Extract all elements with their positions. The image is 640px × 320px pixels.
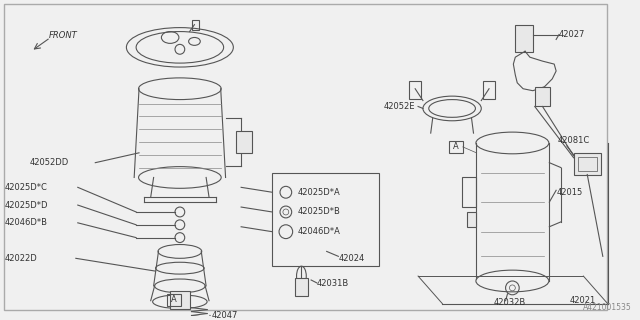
Text: 42046D*B: 42046D*B: [5, 218, 48, 227]
Bar: [449, 141, 463, 153]
Ellipse shape: [155, 279, 205, 293]
Text: 42081C: 42081C: [558, 135, 590, 145]
Text: 42024: 42024: [339, 254, 365, 263]
Text: A: A: [453, 142, 459, 151]
Text: 42025D*C: 42025D*C: [5, 183, 48, 192]
Bar: [410, 81, 421, 99]
Text: 42025D*D: 42025D*D: [5, 201, 49, 210]
Bar: [577, 157, 597, 171]
Bar: [573, 153, 601, 174]
Bar: [236, 131, 252, 153]
Bar: [167, 294, 181, 306]
Text: 42046D*A: 42046D*A: [298, 227, 340, 236]
Bar: [535, 87, 550, 107]
Text: A: A: [171, 295, 177, 304]
Bar: [483, 81, 495, 99]
Text: 42025D*A: 42025D*A: [298, 188, 340, 197]
Bar: [170, 291, 189, 308]
Bar: [467, 212, 476, 227]
Bar: [462, 178, 476, 207]
Text: 42052DD: 42052DD: [29, 158, 68, 167]
Bar: [272, 172, 379, 266]
Text: 42021: 42021: [570, 296, 596, 305]
Bar: [191, 20, 199, 29]
Ellipse shape: [476, 132, 549, 154]
Text: 42047: 42047: [212, 311, 238, 320]
Ellipse shape: [138, 78, 221, 100]
Ellipse shape: [476, 270, 549, 292]
Text: 42015: 42015: [556, 188, 582, 197]
Text: A421001535: A421001535: [583, 303, 632, 312]
Text: FRONT: FRONT: [49, 31, 77, 40]
Ellipse shape: [138, 167, 221, 188]
Text: 42032B: 42032B: [494, 298, 526, 307]
Bar: [515, 25, 533, 52]
Ellipse shape: [158, 244, 202, 258]
Text: 42022D: 42022D: [5, 254, 38, 263]
Text: 42031B: 42031B: [317, 279, 349, 288]
Text: 42052E: 42052E: [384, 102, 415, 111]
Text: 42027: 42027: [559, 30, 586, 39]
Text: 42025D*B: 42025D*B: [298, 207, 340, 216]
Bar: [294, 278, 308, 296]
